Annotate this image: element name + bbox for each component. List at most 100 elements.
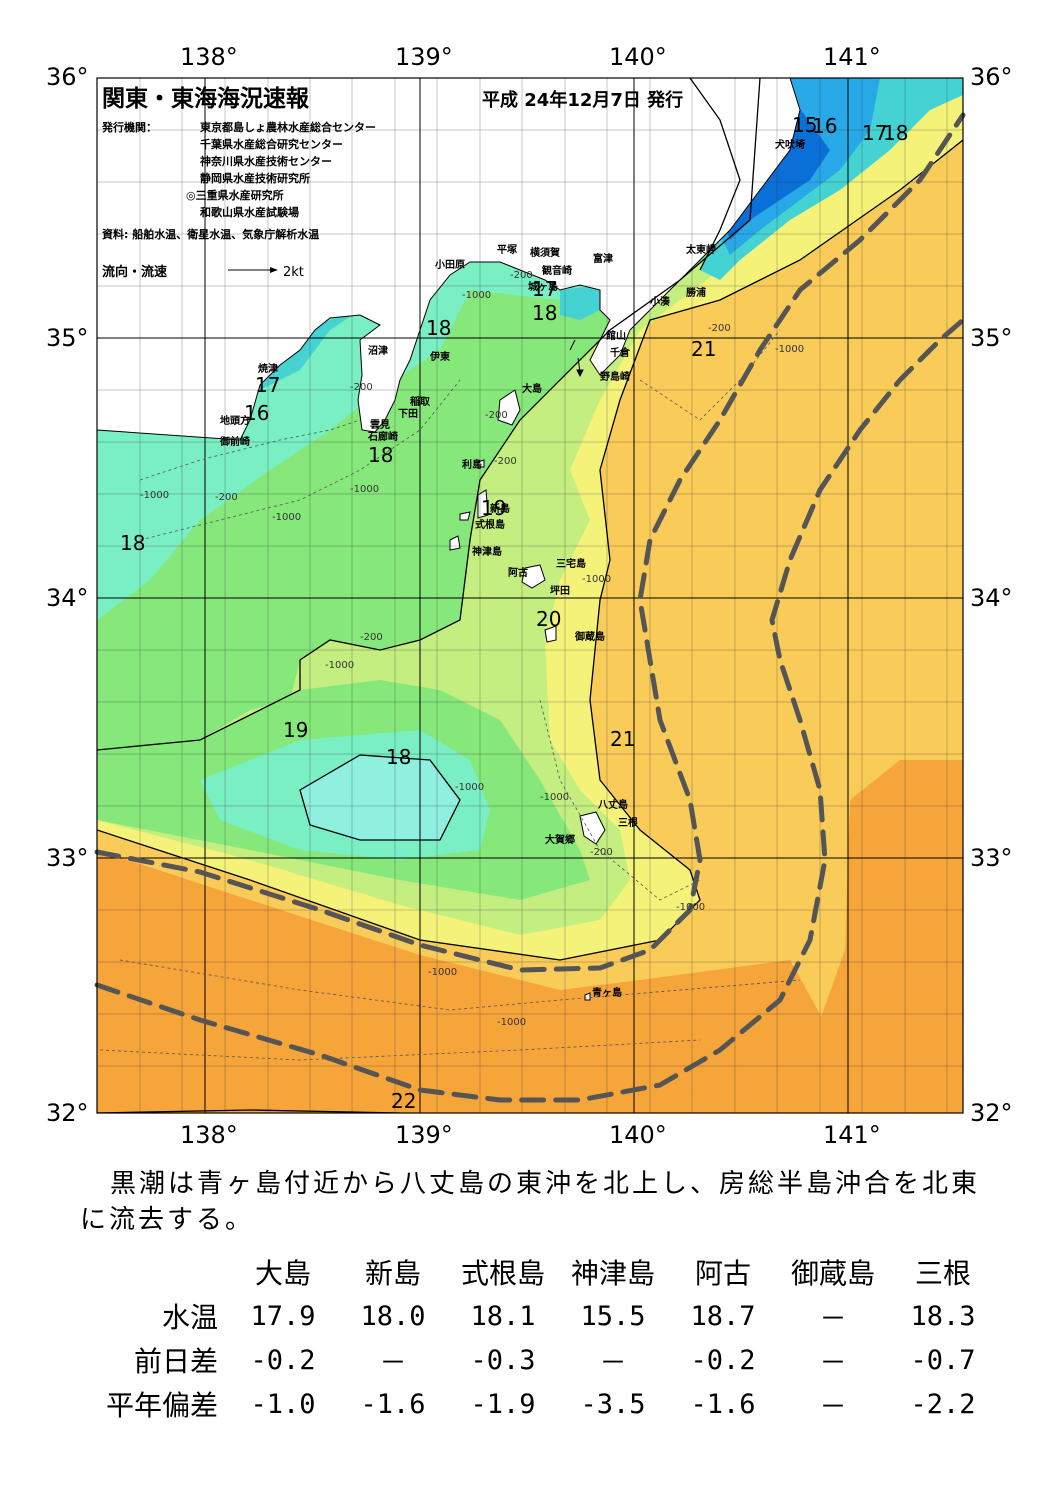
isotherm-lines bbox=[97, 78, 963, 1113]
depth-label-200-d: -200 bbox=[485, 410, 508, 421]
depth-label-1000-h: -1000 bbox=[455, 782, 484, 793]
station-mikura: 御蔵島 bbox=[790, 1257, 875, 1290]
miyake-island bbox=[521, 564, 546, 589]
table-cell: － bbox=[819, 1391, 847, 1423]
place-nojima: 野島崎 bbox=[600, 370, 630, 383]
table-row: 前日差 -0.2 － -0.3 － -0.2 － -0.7 bbox=[88, 1338, 998, 1382]
summary-line-1: 黒潮は青ヶ島付近から八丈島の東沖を北上し、房総半島沖合を北東 bbox=[110, 1169, 981, 1199]
table-cell: -0.2 bbox=[250, 1344, 316, 1376]
table-cell: 17.9 bbox=[250, 1300, 316, 1332]
row-label-day-diff: 前日差 bbox=[133, 1345, 218, 1378]
table-cell: － bbox=[379, 1347, 407, 1379]
place-irozaki: 石廊崎 bbox=[367, 430, 398, 443]
table-cell: 18.1 bbox=[470, 1300, 536, 1332]
lat-left-34: 34° bbox=[46, 584, 89, 612]
place-names: 犬吠埼 太東岬 勝浦 小湊 富津 横須賀 平塚 小田原 観音崎 城ヶ島 館山 千… bbox=[219, 138, 805, 999]
depth-label-1000-c: -1000 bbox=[350, 484, 379, 495]
isotherm-19-niijima: 19 bbox=[481, 496, 506, 520]
land bbox=[96, 77, 801, 1001]
table-row: 水温 17.9 18.0 18.1 15.5 18.7 － 18.3 bbox=[88, 1294, 998, 1338]
depth-label-1000-j: -1000 bbox=[676, 902, 705, 913]
depth-label-200-c: -200 bbox=[350, 382, 373, 393]
depth-label-1000-i: -1000 bbox=[540, 792, 569, 803]
table-cell: 18.3 bbox=[910, 1300, 976, 1332]
depth-label-200-b: -200 bbox=[708, 323, 731, 334]
map-frame bbox=[96, 77, 964, 1114]
place-tomitsu: 富津 bbox=[593, 252, 613, 265]
place-katsuura: 勝浦 bbox=[686, 286, 706, 299]
place-okago: 大賀郷 bbox=[545, 833, 575, 846]
place-omaezaki: 御前崎 bbox=[219, 435, 250, 448]
station-niijima: 新島 bbox=[364, 1257, 421, 1290]
issuer-2: 千葉県水産総合研究センター bbox=[200, 137, 343, 151]
depth-label-200-g: -200 bbox=[360, 632, 383, 643]
isotherm-18-izu: 18 bbox=[368, 443, 393, 467]
depth-label-200-f: -200 bbox=[215, 492, 238, 503]
isotherm-16-east: 16 bbox=[812, 114, 837, 138]
depth-label-200-h: -200 bbox=[590, 847, 613, 858]
lon-bottom-141: 141° bbox=[823, 1121, 881, 1149]
issuer-6: 和歌山県水産試験場 bbox=[200, 205, 299, 219]
place-taito: 太東岬 bbox=[685, 243, 716, 256]
kuroshio-axis bbox=[94, 112, 966, 1103]
isotherm-17-suruga: 17 bbox=[255, 373, 280, 397]
axis-labels: 138° 139° 140° 141° 138° 139° 140° 141° … bbox=[46, 43, 1013, 1149]
station-ako: 阿古 bbox=[694, 1257, 751, 1290]
aoga-island bbox=[584, 992, 591, 1001]
current-legend-label: 流向・流速 bbox=[102, 264, 167, 280]
table-cell: 18.0 bbox=[360, 1300, 426, 1332]
table-cell: -1.6 bbox=[690, 1388, 756, 1420]
lat-right-35: 35° bbox=[970, 324, 1013, 352]
isotherm-labels: 15 16 17 18 17 18 18 21 17 16 18 18 19 2… bbox=[120, 113, 908, 1113]
depth-labels: -200 -1000 -200 -1000 -200 -1000 -200 -2… bbox=[140, 270, 804, 1028]
isotherm-17-bay: 17 bbox=[532, 277, 557, 301]
shikine-island bbox=[459, 511, 471, 521]
table-cell: 15.5 bbox=[580, 1300, 646, 1332]
place-tateyama: 館山 bbox=[605, 329, 626, 342]
lat-right-36: 36° bbox=[970, 63, 1013, 91]
depth-label-1000-l: -1000 bbox=[497, 1017, 526, 1028]
isotherm-18-bay: 18 bbox=[532, 301, 557, 325]
place-niijima: 新島 bbox=[490, 502, 510, 515]
place-kumomi: 雲見 bbox=[370, 419, 390, 431]
isotherm-18-south: 18 bbox=[386, 745, 411, 769]
lat-left-32: 32° bbox=[46, 1099, 89, 1127]
kozu-island bbox=[449, 535, 461, 551]
place-hachijo: 八丈島 bbox=[597, 798, 628, 811]
isotherm-15: 15 bbox=[792, 113, 817, 137]
isotherm-16-suruga: 16 bbox=[244, 401, 269, 425]
table-cell: － bbox=[599, 1347, 627, 1379]
lat-left-33: 33° bbox=[46, 844, 89, 872]
place-jogashima: 城ヶ島 bbox=[528, 280, 558, 293]
lat-left-36: 36° bbox=[46, 63, 89, 91]
place-ito: 伊東 bbox=[429, 350, 450, 363]
table-header-row: 大島 新島 式根島 神津島 阿古 御蔵島 三根 bbox=[88, 1250, 998, 1294]
table-cell: － bbox=[819, 1303, 847, 1335]
place-yaizu: 焼津 bbox=[258, 362, 278, 375]
place-inubo: 犬吠埼 bbox=[775, 138, 805, 151]
depth-label-200-e: -200 bbox=[494, 456, 517, 467]
depth-label-1000-g: -1000 bbox=[325, 660, 354, 671]
row-label-normal-anomaly: 平年偏差 bbox=[105, 1389, 218, 1422]
place-numazu: 沼津 bbox=[368, 344, 388, 357]
lat-right-34: 34° bbox=[970, 584, 1013, 612]
sea-surface-temperature-map: 138° 139° 140° 141° 138° 139° 140° 141° … bbox=[46, 43, 1013, 1149]
current-legend-scale: 2kt bbox=[283, 265, 304, 280]
isotherm-18-east: 18 bbox=[883, 121, 908, 145]
place-kozu: 神津島 bbox=[472, 545, 502, 558]
table-cell: -0.2 bbox=[690, 1344, 756, 1376]
lon-top-139: 139° bbox=[395, 43, 453, 71]
issuer-4: 静岡県水産技術研究所 bbox=[200, 171, 310, 185]
isotherm-18-sagami: 18 bbox=[426, 316, 451, 340]
lat-left-35: 35° bbox=[46, 324, 89, 352]
toshima-island bbox=[477, 459, 485, 468]
isotherm-19-south: 19 bbox=[283, 718, 308, 742]
place-yokosuka: 横須賀 bbox=[530, 246, 560, 259]
station-oshima: 大島 bbox=[254, 1257, 311, 1290]
place-shikine: 式根島 bbox=[475, 518, 505, 531]
issue-date: 平成 24年12月7日 発行 bbox=[482, 89, 683, 111]
issuer-3: 神奈川県水産技術センター bbox=[200, 154, 332, 168]
station-temperature-table: 大島 新島 式根島 神津島 阿古 御蔵島 三根 水温 17.9 18.0 18.… bbox=[88, 1250, 998, 1426]
major-grid bbox=[97, 78, 963, 1113]
kuroshio-summary: 黒潮は青ヶ島付近から八丈島の東沖を北上し、房総半島沖合を北東 に流去する。 bbox=[80, 1166, 980, 1238]
